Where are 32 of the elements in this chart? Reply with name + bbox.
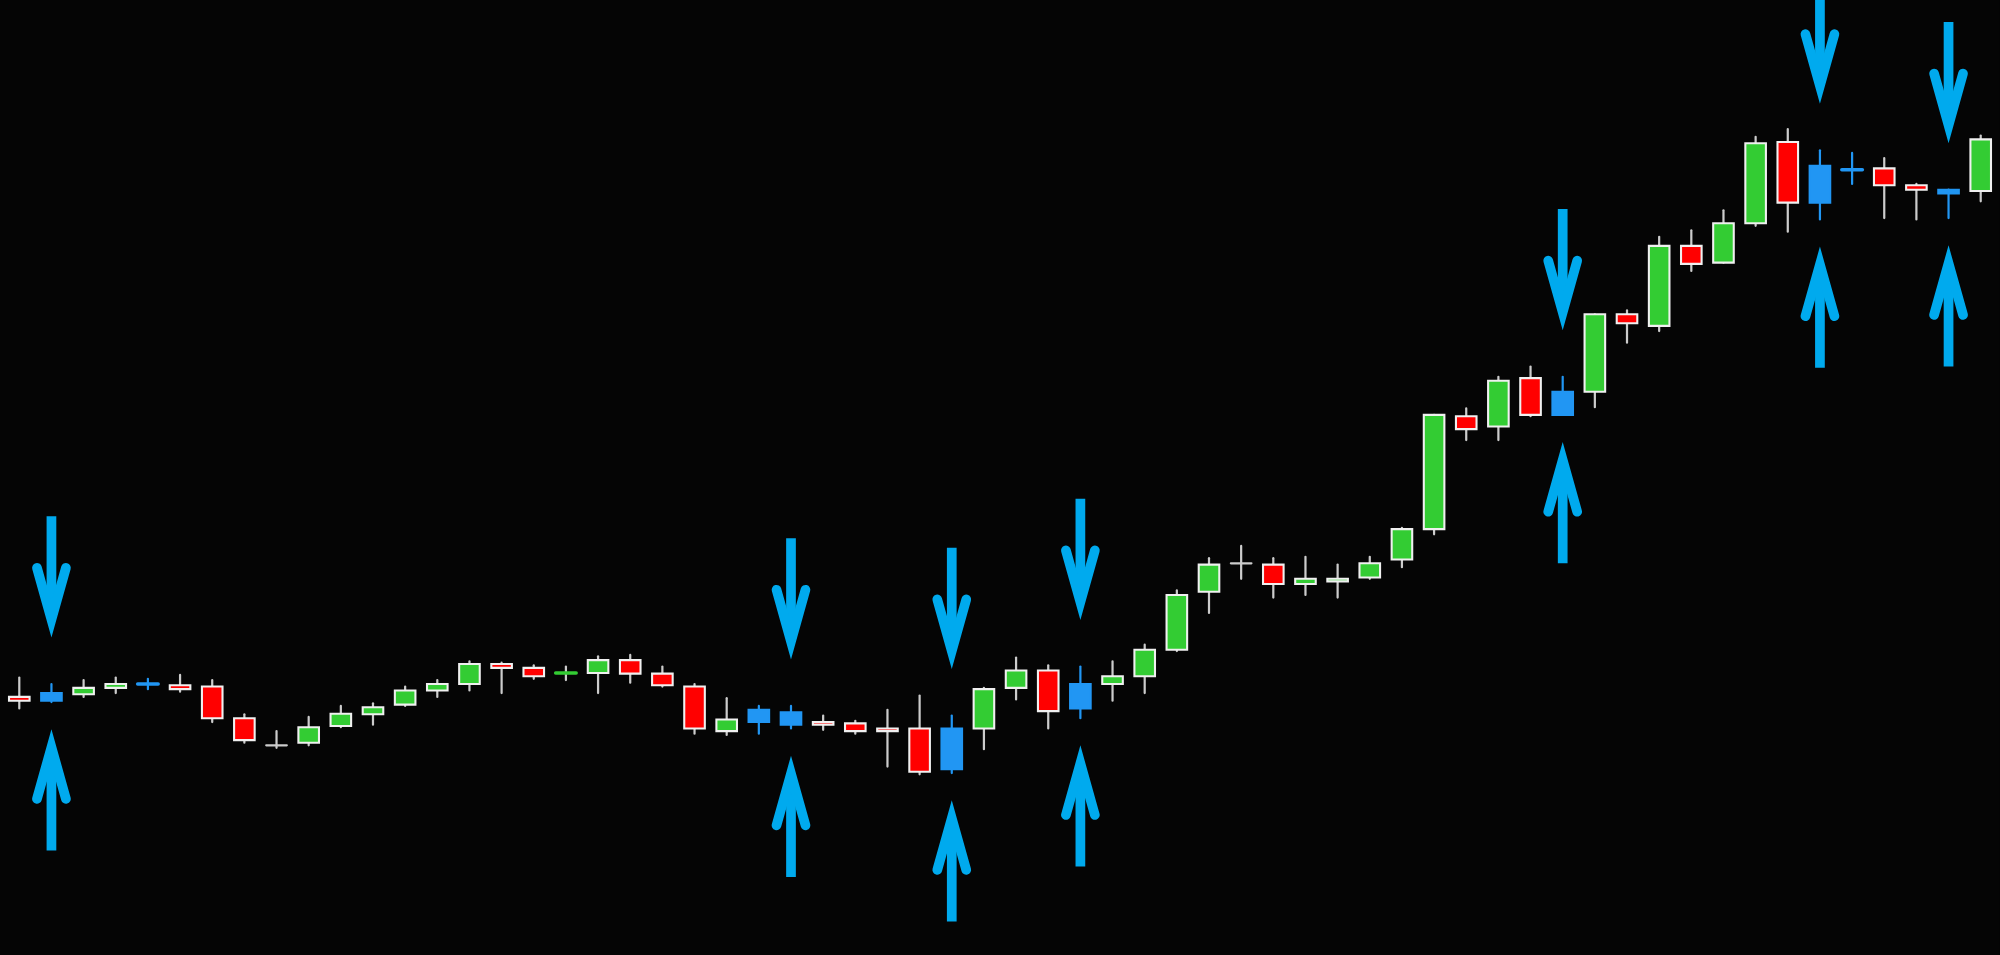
candlestick [1905, 182, 1928, 221]
candlestick [1615, 309, 1639, 344]
candlestick [393, 685, 417, 708]
candlestick [40, 682, 63, 704]
candlestick [329, 704, 353, 729]
candlestick [1454, 407, 1478, 442]
candlestick [1358, 555, 1382, 580]
candlestick [458, 660, 481, 692]
candlestick [876, 708, 899, 768]
candlestick [233, 713, 256, 744]
candlestick [297, 715, 321, 747]
candlestick [618, 653, 642, 684]
candlestick [715, 697, 739, 737]
candlestick [361, 702, 385, 726]
candlestick [1261, 557, 1285, 599]
candlestick [265, 729, 288, 749]
candlestick [1326, 563, 1349, 599]
candlestick [586, 655, 610, 695]
candlestick [1679, 229, 1703, 273]
candlestick [747, 704, 771, 735]
candlestick [490, 661, 513, 695]
candlestick [1551, 375, 1575, 417]
candlestick [1872, 156, 1896, 220]
candlestick [7, 676, 31, 710]
candlestick [779, 704, 803, 730]
candlestick [1840, 151, 1865, 186]
candlestick [1294, 555, 1317, 597]
candlestick [651, 665, 674, 688]
candlestick [1937, 188, 1960, 220]
candlestick [1229, 544, 1253, 580]
candlestick [1101, 660, 1124, 702]
candlestick [1004, 656, 1028, 701]
